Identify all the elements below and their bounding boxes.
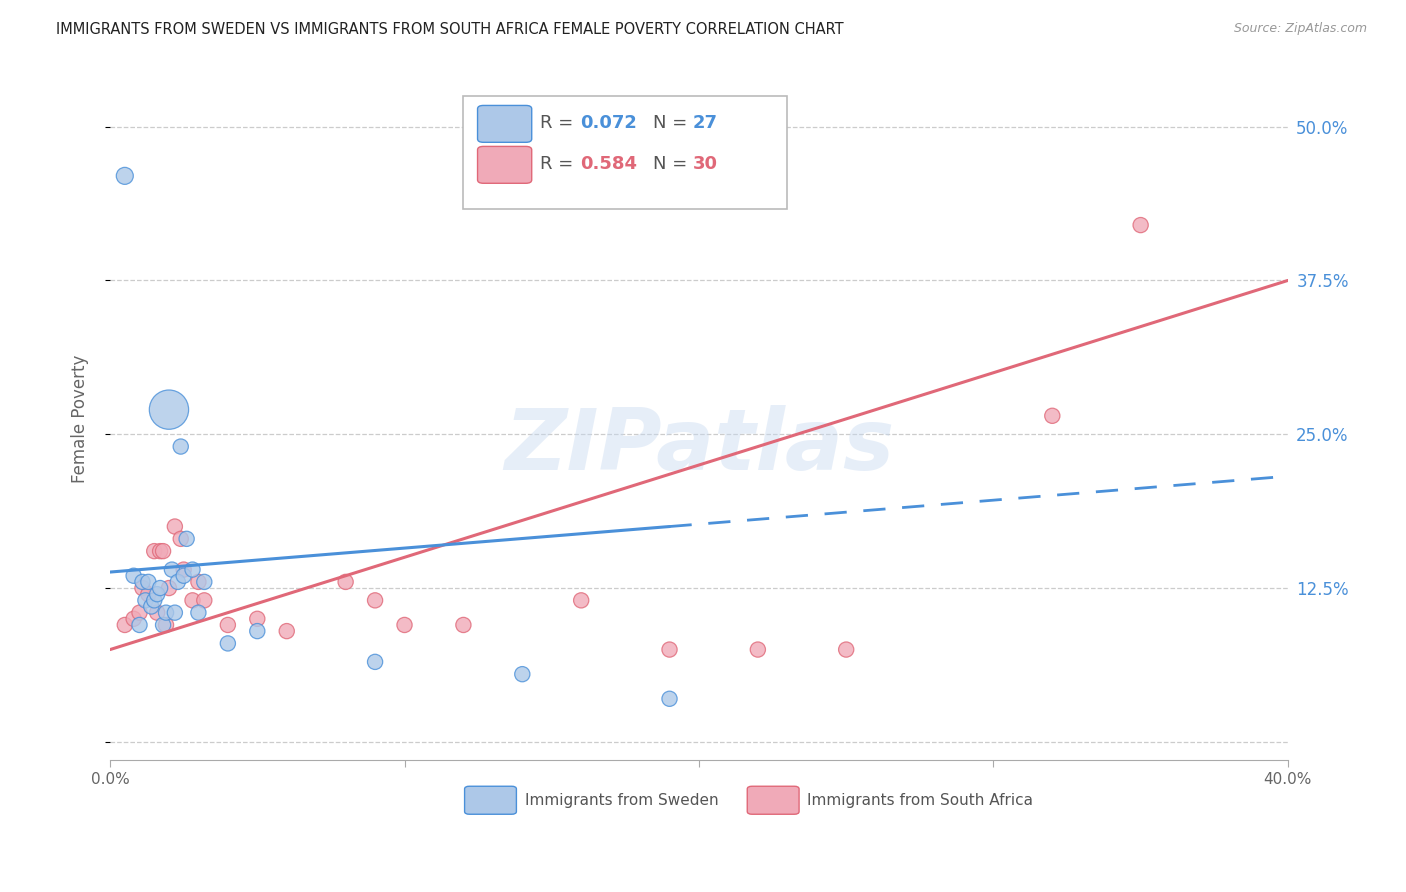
Point (157, 402, 180, 417)
Text: Immigrants from Sweden: Immigrants from Sweden (524, 793, 718, 808)
Point (193, 574, 215, 589)
Text: R =: R = (540, 155, 579, 173)
Point (138, 587, 160, 601)
Text: IMMIGRANTS FROM SWEDEN VS IMMIGRANTS FROM SOUTH AFRICA FEMALE POVERTY CORRELATIO: IMMIGRANTS FROM SWEDEN VS IMMIGRANTS FRO… (56, 22, 844, 37)
Point (176, 532, 198, 546)
FancyBboxPatch shape (747, 786, 799, 814)
Point (1129, 218, 1152, 232)
Point (141, 599, 163, 614)
FancyBboxPatch shape (478, 105, 531, 143)
Text: 30: 30 (693, 155, 718, 173)
Point (187, 606, 209, 620)
Point (143, 544, 166, 558)
Point (747, 642, 769, 657)
Text: 0.072: 0.072 (581, 114, 637, 132)
Point (146, 606, 169, 620)
Point (138, 574, 160, 589)
Point (146, 587, 169, 601)
Point (152, 618, 174, 632)
Point (217, 618, 239, 632)
Point (658, 691, 681, 706)
Text: ZIPatlas: ZIPatlas (503, 405, 894, 488)
Point (131, 581, 153, 595)
FancyBboxPatch shape (464, 95, 787, 209)
Point (163, 519, 186, 533)
Point (173, 563, 195, 577)
Point (163, 606, 186, 620)
Point (510, 667, 533, 681)
Point (122, 568, 145, 582)
Point (246, 624, 269, 639)
Point (170, 532, 193, 546)
Point (160, 563, 183, 577)
Point (143, 593, 166, 607)
Point (155, 618, 177, 632)
Point (152, 544, 174, 558)
FancyBboxPatch shape (464, 786, 516, 814)
Point (114, 169, 136, 183)
Point (149, 544, 172, 558)
Point (187, 574, 209, 589)
Point (170, 440, 193, 454)
Point (122, 612, 145, 626)
Point (134, 593, 156, 607)
Text: R =: R = (540, 114, 579, 132)
Text: 27: 27 (693, 114, 718, 132)
Point (173, 568, 195, 582)
Point (128, 618, 150, 632)
Point (193, 593, 215, 607)
Point (181, 563, 204, 577)
Point (149, 581, 172, 595)
Point (394, 618, 416, 632)
Point (276, 624, 298, 639)
Point (835, 642, 858, 657)
Point (217, 636, 239, 650)
Text: N =: N = (652, 114, 693, 132)
Point (181, 593, 204, 607)
Point (364, 655, 387, 669)
FancyBboxPatch shape (478, 146, 531, 183)
Text: Source: ZipAtlas.com: Source: ZipAtlas.com (1233, 22, 1367, 36)
Text: N =: N = (652, 155, 693, 173)
Point (155, 606, 177, 620)
Point (453, 618, 475, 632)
Point (166, 574, 188, 589)
Point (157, 581, 180, 595)
Text: Immigrants from South Africa: Immigrants from South Africa (807, 793, 1033, 808)
Point (246, 612, 269, 626)
Point (1040, 409, 1063, 423)
Point (658, 642, 681, 657)
Point (364, 593, 387, 607)
Point (335, 574, 357, 589)
Point (131, 574, 153, 589)
Y-axis label: Female Poverty: Female Poverty (72, 355, 89, 483)
Point (128, 606, 150, 620)
Text: 0.584: 0.584 (581, 155, 637, 173)
Point (569, 593, 592, 607)
Point (114, 618, 136, 632)
